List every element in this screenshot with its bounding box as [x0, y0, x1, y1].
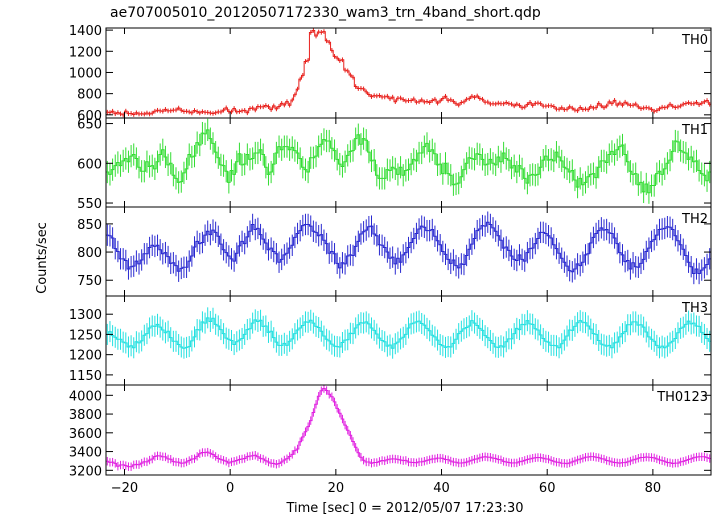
- x-tick-label: 40: [433, 481, 450, 496]
- x-tick-label: 0: [226, 481, 234, 496]
- y-axis-label: Counts/sec: [35, 222, 50, 294]
- panel-label: TH2: [681, 212, 708, 227]
- y-tick-label: 600: [77, 109, 102, 124]
- panel-label: TH0123: [656, 390, 708, 405]
- series-th0123: [106, 385, 711, 471]
- y-tick-label: 1200: [69, 45, 102, 60]
- series-th1: [106, 118, 711, 204]
- y-tick-label: 1300: [69, 308, 102, 323]
- x-tick-label: 60: [539, 481, 556, 496]
- panel-label: TH0: [681, 33, 708, 48]
- panel-th0: 600 800 1000 1200 1400 TH0: [69, 24, 712, 124]
- x-tick-label: 20: [328, 481, 345, 496]
- data-step-line: [106, 388, 711, 468]
- y-tick-label: 1400: [69, 24, 102, 39]
- x-tick-label: −20: [111, 481, 138, 496]
- y-tick-label: 3600: [69, 427, 102, 442]
- y-tick-label: 3200: [69, 464, 102, 479]
- panel-th2: 750 800 850 TH2: [77, 206, 712, 297]
- y-tick-label: 750: [77, 274, 102, 289]
- y-tick-label: 1150: [69, 369, 102, 384]
- y-tick-label: 600: [77, 157, 102, 172]
- data-step-line: [106, 29, 711, 116]
- y-tick-label: 1200: [69, 349, 102, 364]
- x-tick-label: 80: [645, 481, 662, 496]
- series-th0: [106, 28, 711, 118]
- x-axis-label: Time [sec] 0 = 2012/05/07 17:23:30: [285, 501, 523, 516]
- data-step-line: [106, 317, 711, 349]
- panel-th3: 1150 1200 1250 1300 TH3: [69, 295, 712, 386]
- y-tick-label: 1000: [69, 66, 102, 81]
- data-step-line: [106, 129, 711, 194]
- panel-th0123: 3200 3400 3600 3800 4000 TH0123: [69, 384, 712, 479]
- series-th3: [106, 307, 711, 359]
- y-tick-label: 800: [77, 88, 102, 103]
- y-tick-label: 800: [77, 246, 102, 261]
- y-tick-label: 3800: [69, 408, 102, 423]
- y-tick-label: 4000: [69, 389, 102, 404]
- chart-title: ae707005010_20120507172330_wam3_trn_4ban…: [110, 5, 541, 21]
- y-tick-label: 550: [77, 197, 102, 212]
- series-th2: [106, 211, 711, 285]
- y-tick-label: 1250: [69, 328, 102, 343]
- panel-label: TH3: [681, 301, 708, 316]
- panel-label: TH1: [681, 123, 708, 138]
- data-step-line: [106, 221, 711, 274]
- panel-th1: 550 600 650 TH1: [77, 117, 712, 212]
- panel-frame: [105, 384, 712, 476]
- y-tick-label: 650: [77, 118, 102, 133]
- y-tick-label: 850: [77, 218, 102, 233]
- y-tick-label: 3400: [69, 446, 102, 461]
